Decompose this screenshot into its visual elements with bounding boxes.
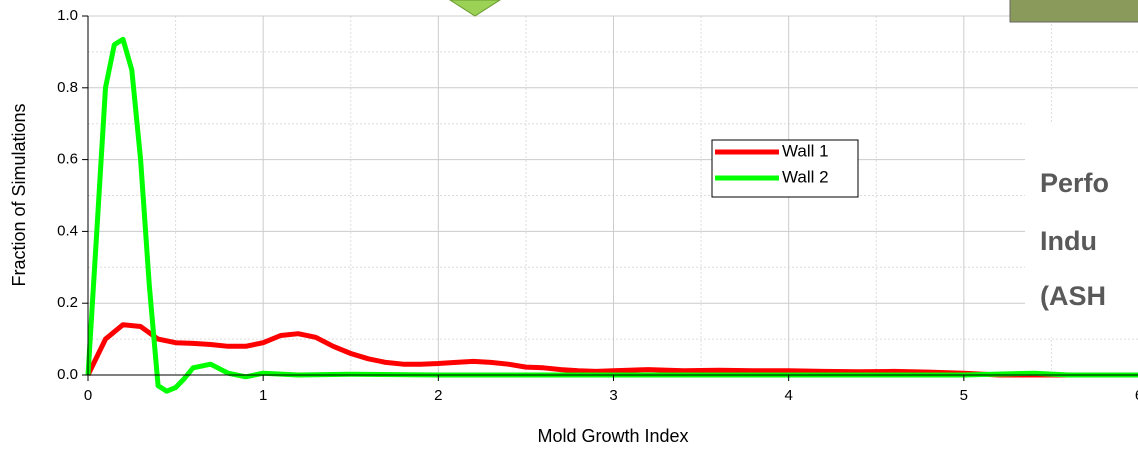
slide-text: (ASH bbox=[1040, 281, 1106, 311]
x-tick-label: 2 bbox=[434, 387, 442, 404]
y-tick-label: 0.0 bbox=[57, 366, 78, 383]
x-tick-label: 3 bbox=[609, 387, 617, 404]
legend-label: Wall 1 bbox=[782, 141, 829, 160]
x-tick-label: 4 bbox=[784, 387, 792, 404]
page: Perfo Indu (ASH Mold Growth Index Fracti… bbox=[0, 0, 1138, 454]
x-tick-label: 1 bbox=[259, 387, 267, 404]
grid bbox=[88, 16, 1138, 375]
legend-label: Wall 2 bbox=[782, 167, 829, 186]
x-tick-label: 0 bbox=[84, 387, 92, 404]
chart: Perfo Indu (ASH Mold Growth Index Fracti… bbox=[0, 0, 1138, 454]
y-axis-label: Fraction of Simulations bbox=[9, 103, 29, 286]
photo bbox=[1010, 0, 1138, 22]
slide-text: Indu bbox=[1040, 226, 1097, 256]
slide-text: Perfo bbox=[1040, 168, 1109, 198]
x-axis-label: Mold Growth Index bbox=[537, 426, 688, 446]
y-tick-label: 0.6 bbox=[57, 151, 78, 168]
x-tick-label: 5 bbox=[960, 387, 968, 404]
y-tick-label: 1.0 bbox=[57, 7, 78, 24]
y-tick-label: 0.4 bbox=[57, 222, 78, 239]
y-tick-label: 0.2 bbox=[57, 294, 78, 311]
arrow bbox=[450, 0, 500, 16]
y-tick-label: 0.8 bbox=[57, 79, 78, 96]
